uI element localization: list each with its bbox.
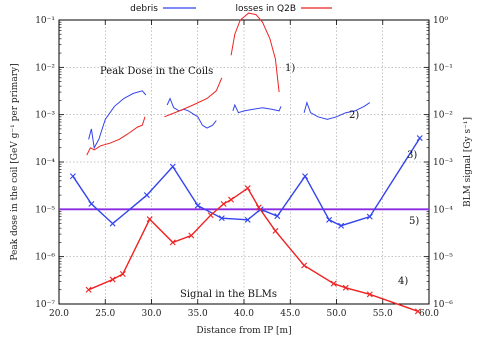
annotation-1: 1) <box>285 63 295 74</box>
annotation-4: 4) <box>398 276 408 287</box>
series-line-segment <box>164 77 223 118</box>
x-tick-label: 60.0 <box>419 309 439 319</box>
data-point <box>302 173 309 180</box>
y-left-tick-label: 10⁻¹ <box>35 16 55 26</box>
data-point <box>326 216 333 223</box>
data-point <box>218 215 225 222</box>
legend-label-losses: losses in Q2B <box>235 4 296 14</box>
data-point <box>207 212 214 219</box>
annotation-coils-title: Peak Dose in the Coils <box>100 66 213 77</box>
data-point <box>119 271 126 278</box>
y-right-tick-label: 10⁻³ <box>433 158 453 168</box>
series-line-segment <box>303 100 371 120</box>
x-tick-label: 55.0 <box>373 309 393 319</box>
data-point <box>244 185 251 192</box>
data-point <box>188 232 195 239</box>
y-right-tick-label: 10⁻¹ <box>433 63 453 73</box>
data-point <box>109 220 116 227</box>
series-line <box>72 137 421 227</box>
data-point <box>416 135 423 142</box>
y-right-tick-label: 10⁻⁴ <box>433 205 453 215</box>
data-point <box>85 286 92 293</box>
annotation-3: 3) <box>407 150 417 161</box>
series-line-segment <box>232 103 282 114</box>
series-line-segment <box>86 116 146 156</box>
y-left-tick-label: 10⁻⁶ <box>35 253 55 263</box>
annotation-5: 5) <box>409 216 419 227</box>
y-axis-right-label: BLM signal [Gy s⁻¹] <box>463 117 473 207</box>
y-left-tick-label: 10⁻⁵ <box>35 205 55 215</box>
series-line-segment <box>166 97 217 129</box>
data-point <box>169 163 176 170</box>
data-point <box>146 216 153 223</box>
data-point <box>330 280 337 287</box>
y-right-tick-label: 10⁰ <box>433 16 448 26</box>
x-tick-label: 30.0 <box>141 309 161 319</box>
annotation-2: 2) <box>349 110 359 121</box>
x-tick-label: 25.0 <box>95 309 115 319</box>
data-point <box>366 291 373 298</box>
x-tick-label: 40.0 <box>234 309 254 319</box>
annotation-blms-title: Signal in the BLMs <box>180 289 277 300</box>
y-left-tick-label: 10⁻² <box>35 63 55 73</box>
series-line-segment <box>230 12 280 93</box>
data-point <box>169 239 176 246</box>
data-point <box>88 200 95 207</box>
data-point <box>414 308 421 315</box>
y-right-tick-label: 10⁻² <box>433 111 453 121</box>
series-1 <box>86 12 280 156</box>
data-point <box>109 276 116 283</box>
legend-label-debris: debris <box>130 4 158 14</box>
data-point <box>228 196 235 203</box>
x-tick-label: 20.0 <box>49 309 69 319</box>
y-axis-left-label: Peak dose in the coil [GeV g⁻¹ per prima… <box>10 63 20 260</box>
y-left-tick-label: 10⁻⁷ <box>35 300 55 310</box>
data-point <box>244 216 251 223</box>
data-point <box>338 222 345 229</box>
data-point <box>194 202 201 209</box>
data-point <box>69 173 76 180</box>
legend: debris losses in Q2B <box>130 4 332 14</box>
series-3 <box>85 185 421 315</box>
data-point <box>342 284 349 291</box>
y-left-tick-label: 10⁻³ <box>35 111 55 121</box>
axis-ticks: 20.0 25.0 30.0 35.0 40.0 45.0 50.0 55.0 60.0 10⁻¹… <box>35 16 453 319</box>
y-left-tick-label: 10⁻⁴ <box>35 158 55 168</box>
series-2 <box>69 135 423 229</box>
series-0 <box>88 90 371 150</box>
y-right-tick-label: 10⁻⁵ <box>433 253 453 263</box>
x-tick-label: 50.0 <box>326 309 346 319</box>
y-right-tick-label: 10⁻⁶ <box>433 300 453 310</box>
data-point <box>255 204 262 211</box>
x-tick-label: 45.0 <box>280 309 300 319</box>
data-point <box>274 213 281 220</box>
x-tick-label: 35.0 <box>188 309 208 319</box>
data-point <box>301 262 308 269</box>
series <box>69 12 423 315</box>
series-line-segment <box>88 90 147 150</box>
data-point <box>143 192 150 199</box>
data-point <box>366 213 373 220</box>
data-point <box>220 200 227 207</box>
x-axis-label: Distance from IP [m] <box>196 326 291 336</box>
grid <box>59 20 429 304</box>
data-point <box>272 227 279 234</box>
